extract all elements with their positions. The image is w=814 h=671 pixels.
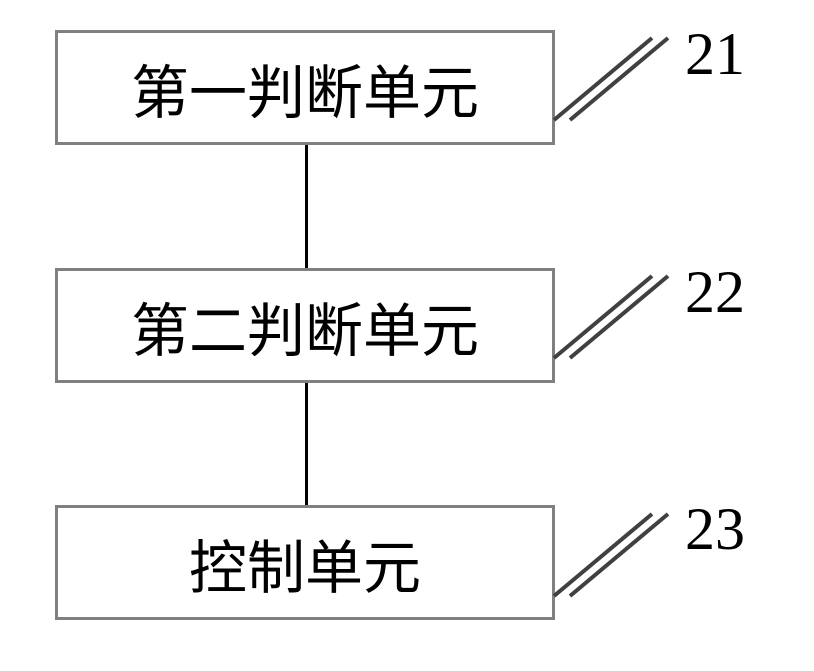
numeric-label-text: 21 (685, 21, 745, 87)
numeric-label-23: 23 (685, 495, 745, 564)
box-second-judgment-unit: 第二判断单元 (55, 268, 555, 383)
box-label: 第二判断单元 (131, 284, 479, 368)
numeric-label-21: 21 (685, 20, 745, 89)
box-control-unit: 控制单元 (55, 505, 555, 620)
connector-2-3 (305, 383, 308, 505)
numeric-label-text: 23 (685, 496, 745, 562)
connector-1-2 (305, 145, 308, 268)
box-label: 第一判断单元 (131, 46, 479, 130)
diagram-canvas: 第一判断单元 第二判断单元 控制单元 21 22 23 (0, 0, 814, 671)
tick-mark-22 (552, 274, 670, 360)
tick-mark-21 (552, 36, 670, 122)
numeric-label-22: 22 (685, 258, 745, 327)
numeric-label-text: 22 (685, 259, 745, 325)
box-first-judgment-unit: 第一判断单元 (55, 30, 555, 145)
box-label: 控制单元 (189, 521, 421, 605)
tick-mark-23 (552, 512, 670, 598)
